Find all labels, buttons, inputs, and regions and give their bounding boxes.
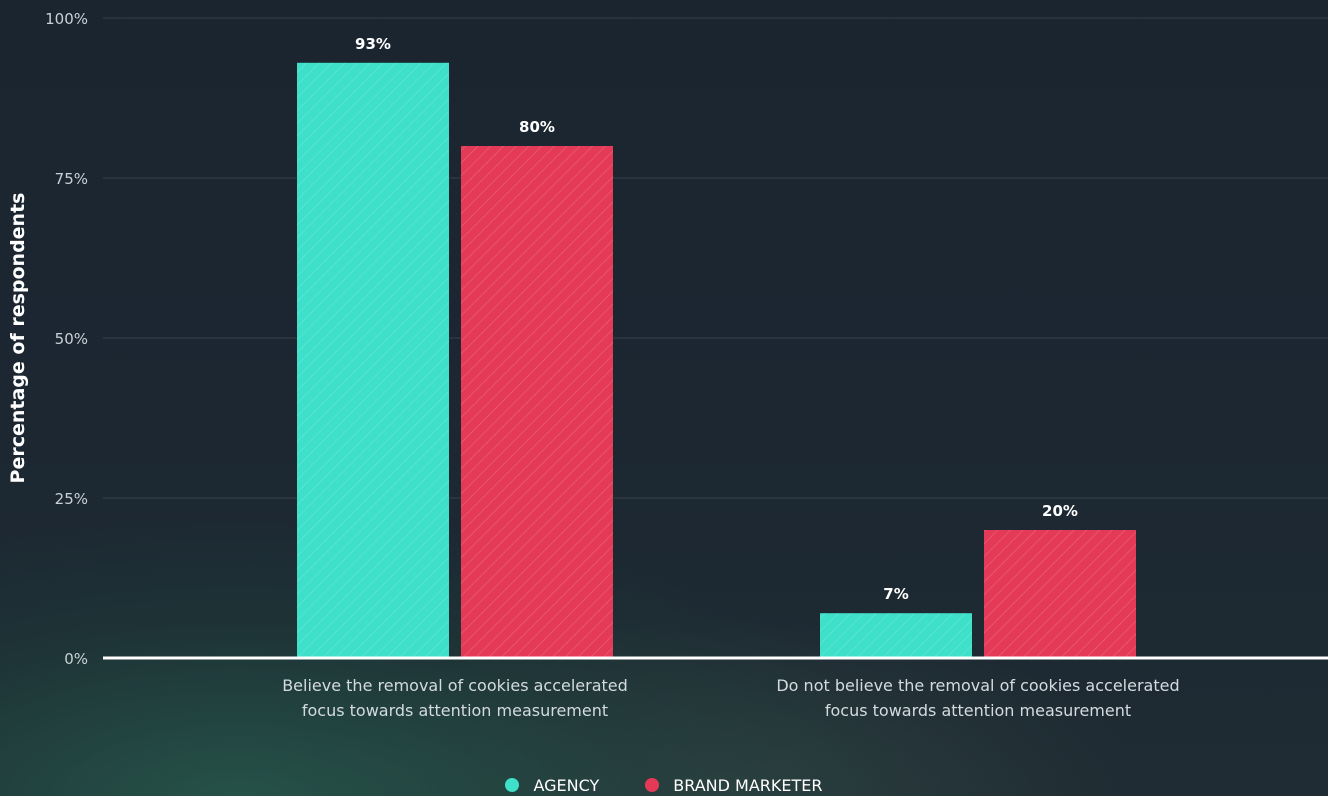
bar-hatch-agency bbox=[297, 62, 449, 659]
data-labels: 93% 80% 7% 20% bbox=[355, 35, 1078, 603]
data-label-agency: 93% bbox=[355, 35, 391, 53]
bar-hatch-brand-marketer bbox=[461, 146, 613, 658]
legend-label: BRAND MARKETER bbox=[673, 775, 823, 795]
x-category-label: Believe the removal of cookies accelerat… bbox=[282, 676, 628, 695]
legend-dot-icon bbox=[505, 778, 520, 792]
bar-hatch-agency bbox=[820, 613, 972, 658]
x-category-label: focus towards attention measurement bbox=[825, 701, 1131, 720]
legend-label: AGENCY bbox=[533, 775, 600, 795]
y-axis-title: Percentage of respondents bbox=[7, 193, 29, 484]
y-axis-ticks: 0% 25% 50% 75% 100% bbox=[45, 10, 88, 668]
bars bbox=[297, 62, 1136, 659]
data-label-brand-marketer: 20% bbox=[1042, 502, 1078, 520]
y-tick-label: 25% bbox=[55, 490, 88, 508]
y-tick-label: 100% bbox=[45, 10, 88, 28]
data-label-brand-marketer: 80% bbox=[519, 118, 555, 136]
data-label-agency: 7% bbox=[883, 585, 908, 603]
y-tick-label: 75% bbox=[55, 170, 88, 188]
x-axis-category-labels: Believe the removal of cookies accelerat… bbox=[282, 676, 1179, 720]
legend-item-agency[interactable]: AGENCY bbox=[505, 776, 599, 795]
grid-lines bbox=[103, 17, 1328, 499]
y-tick-label: 50% bbox=[55, 330, 88, 348]
legend-item-brand-marketer[interactable]: BRAND MARKETER bbox=[645, 775, 823, 795]
x-category-label: Do not believe the removal of cookies ac… bbox=[776, 676, 1179, 695]
bar-hatch-brand-marketer bbox=[984, 530, 1136, 658]
x-category-label: focus towards attention measurement bbox=[302, 701, 608, 720]
y-tick-label: 0% bbox=[64, 650, 88, 668]
legend-dot-icon bbox=[645, 778, 660, 792]
legend: AGENCY BRAND MARKETER bbox=[0, 774, 1328, 796]
